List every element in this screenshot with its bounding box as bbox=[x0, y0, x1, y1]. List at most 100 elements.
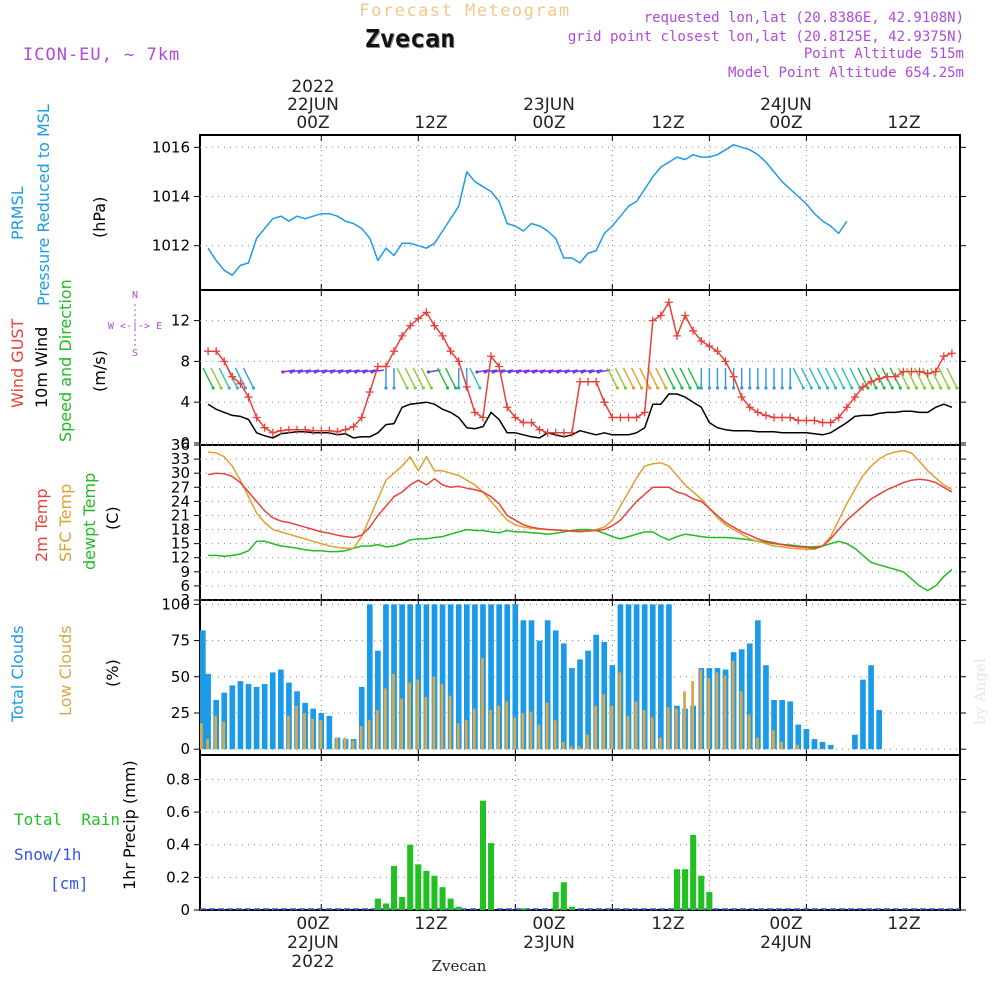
wind-barb-head bbox=[842, 386, 846, 390]
y-tick-label: 30 bbox=[171, 464, 190, 482]
wind-barb-arrow bbox=[938, 367, 950, 389]
low-cloud-bar bbox=[739, 691, 743, 750]
top-year: 2022 bbox=[291, 77, 334, 97]
gust-marker bbox=[381, 362, 390, 371]
gust-marker bbox=[802, 416, 811, 425]
wind-barb-head bbox=[772, 386, 776, 390]
wind-barb-head bbox=[426, 370, 431, 374]
pressure-panel-frame bbox=[199, 134, 961, 291]
total-clouds-label: Total Clouds bbox=[8, 626, 27, 724]
low-cloud-bar bbox=[780, 741, 783, 750]
gust-marker bbox=[939, 352, 948, 361]
wind-barb-head bbox=[639, 386, 644, 390]
low-cloud-bar bbox=[505, 701, 509, 750]
low-cloud-bar bbox=[772, 730, 775, 750]
rain-bar bbox=[682, 869, 689, 910]
wind-barb-arrow bbox=[339, 369, 352, 373]
wind-barb-head bbox=[788, 386, 792, 390]
wind-barb-head bbox=[281, 370, 285, 374]
wind-barb-head bbox=[825, 386, 830, 390]
pressure-label-2: Pressure Reduced to MSL bbox=[34, 104, 53, 306]
wind-barb-arrow bbox=[808, 367, 821, 389]
low-cloud-bar bbox=[578, 746, 581, 750]
wind-barb-head bbox=[680, 386, 684, 390]
bottom-tick-12z-c: 12Z bbox=[887, 914, 920, 934]
gust-marker bbox=[818, 418, 827, 427]
y-tick-label: 1016 bbox=[152, 138, 190, 156]
precip-unit: 1hr Precip (mm) bbox=[120, 760, 139, 890]
temp-panel-frame bbox=[199, 444, 961, 601]
wind-barb-head bbox=[715, 386, 720, 390]
gust-marker bbox=[826, 418, 835, 427]
gust-marker bbox=[390, 347, 399, 356]
low-cloud-bar bbox=[222, 721, 226, 750]
compass-we: W <-|-> E bbox=[108, 321, 162, 332]
gust-marker bbox=[842, 403, 851, 412]
wind-barb-head bbox=[362, 370, 366, 374]
low-cloud-bar bbox=[626, 715, 630, 750]
wind-barb-arrow bbox=[371, 369, 384, 373]
wind-barb-arrow bbox=[549, 369, 562, 373]
gust-marker bbox=[616, 413, 625, 422]
total-cloud-bar bbox=[488, 604, 494, 750]
rain-bar bbox=[415, 864, 422, 910]
gust-marker bbox=[470, 408, 479, 417]
rain-bar bbox=[399, 896, 406, 910]
low-cloud-bar bbox=[513, 717, 517, 750]
wind-barb-head bbox=[556, 370, 560, 374]
bottom-date-1: 22JUN bbox=[287, 933, 339, 953]
low-cloud-bar bbox=[375, 710, 379, 750]
low-cloud-bar bbox=[408, 682, 412, 750]
gust-marker bbox=[438, 331, 447, 340]
wind-barb-arrow bbox=[476, 369, 490, 373]
wind-barb-head bbox=[688, 386, 692, 390]
bottom-date-2: 23JUN bbox=[523, 933, 575, 953]
top-date-2: 23JUN bbox=[523, 95, 575, 115]
wind-barb-arrow bbox=[347, 369, 360, 373]
gust-marker bbox=[357, 413, 366, 422]
wind-barb-arrow bbox=[436, 367, 449, 389]
low-cloud-bar bbox=[359, 726, 363, 750]
requested-coords: requested lon,lat (20.8386E, 42.9108N) bbox=[644, 10, 964, 26]
total-cloud-bar bbox=[229, 685, 236, 750]
footer-location: Zvecan bbox=[432, 957, 487, 975]
wind-barb-arrow bbox=[800, 367, 813, 389]
total-cloud-bar bbox=[439, 604, 446, 750]
total-cloud-bar bbox=[358, 686, 365, 750]
wind-barb-head bbox=[429, 386, 433, 390]
rain-bar bbox=[382, 903, 389, 910]
gust-marker bbox=[761, 411, 770, 420]
low-cloud-bar bbox=[561, 741, 565, 750]
top-tick-12z-a: 12Z bbox=[414, 113, 447, 133]
wind-barb-head bbox=[850, 386, 854, 390]
gust-marker bbox=[446, 347, 455, 356]
temp-sfc-label: SFC Temp bbox=[56, 484, 75, 562]
wind-gust-label: Wind GUST bbox=[8, 318, 27, 408]
top-date-1: 22JUN bbox=[287, 95, 339, 115]
wind-barb-head bbox=[370, 370, 374, 374]
gust-marker bbox=[349, 422, 358, 431]
wind-barb-arrow bbox=[614, 367, 627, 389]
y-tick-label: 8 bbox=[180, 352, 190, 370]
gust-marker bbox=[212, 347, 221, 356]
wind-barb-head bbox=[227, 386, 231, 390]
total-cloud-bar bbox=[746, 643, 753, 750]
wind-barb-head bbox=[939, 386, 943, 390]
gust-marker bbox=[228, 372, 237, 381]
total-cloud-bar bbox=[286, 682, 292, 750]
total-cloud-bar bbox=[326, 715, 333, 750]
compass-icon: N W <-|-> E S bbox=[108, 290, 162, 359]
total-cloud-bar bbox=[278, 669, 284, 750]
gust-marker bbox=[422, 308, 431, 317]
temp-2m-label: 2m Temp bbox=[32, 489, 51, 563]
total-cloud-bar bbox=[447, 604, 454, 750]
gust-marker bbox=[430, 321, 439, 330]
wind-barb-arrow bbox=[218, 367, 230, 389]
low-cloud-bar bbox=[489, 710, 492, 750]
gust-marker bbox=[778, 413, 787, 422]
low-cloud-bar bbox=[683, 691, 686, 750]
gust-marker bbox=[398, 331, 407, 340]
snow-label: Snow/1h bbox=[14, 845, 81, 864]
wind-barb-head bbox=[809, 386, 813, 390]
